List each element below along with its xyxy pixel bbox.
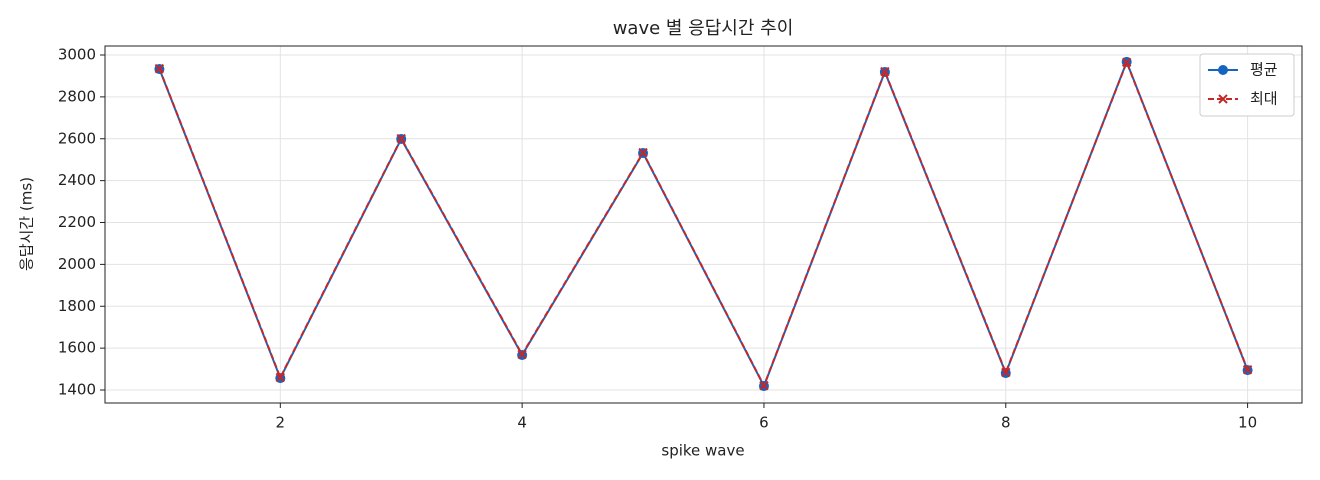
marker — [1121, 57, 1132, 68]
chart-title: wave 별 응답시간 추이 — [613, 18, 794, 39]
y-tick-label: 2200 — [58, 213, 96, 231]
y-tick-label: 1600 — [58, 339, 96, 357]
marker — [638, 147, 648, 158]
y-tick-label: 2600 — [58, 129, 96, 147]
marker — [275, 372, 286, 383]
plot-frame — [104, 45, 1303, 404]
marker — [880, 66, 890, 77]
legend-box — [1199, 53, 1295, 117]
x-tick-label: 4 — [517, 414, 527, 432]
marker — [1001, 367, 1011, 378]
series-line — [158, 59, 1249, 389]
y-tick-label: 1400 — [58, 381, 96, 399]
legend-marker — [1218, 65, 1228, 75]
legend-label: 평균 — [1250, 61, 1278, 79]
x-tick-label: 6 — [759, 414, 769, 432]
y-tick-label: 2800 — [58, 87, 96, 105]
y-tick-label: 1800 — [58, 297, 96, 315]
x-tick-label: 2 — [276, 414, 286, 432]
marker — [759, 380, 769, 391]
y-tick-label: 2400 — [58, 171, 96, 189]
legend-label: 최대 — [1250, 90, 1278, 108]
marker — [396, 133, 406, 144]
series-line — [158, 59, 1249, 389]
legend-marker — [1218, 94, 1228, 104]
x-tick-label: 8 — [1001, 414, 1011, 432]
x-tick-label: 10 — [1238, 414, 1257, 432]
y-tick-label: 3000 — [58, 46, 96, 64]
marker — [517, 349, 527, 360]
x-axis-label: spike wave — [661, 442, 744, 460]
y-tick-label: 2000 — [58, 255, 96, 273]
y-axis-label: 응답시간 (ms) — [18, 177, 36, 271]
marker — [1242, 365, 1253, 375]
marker — [154, 63, 165, 74]
